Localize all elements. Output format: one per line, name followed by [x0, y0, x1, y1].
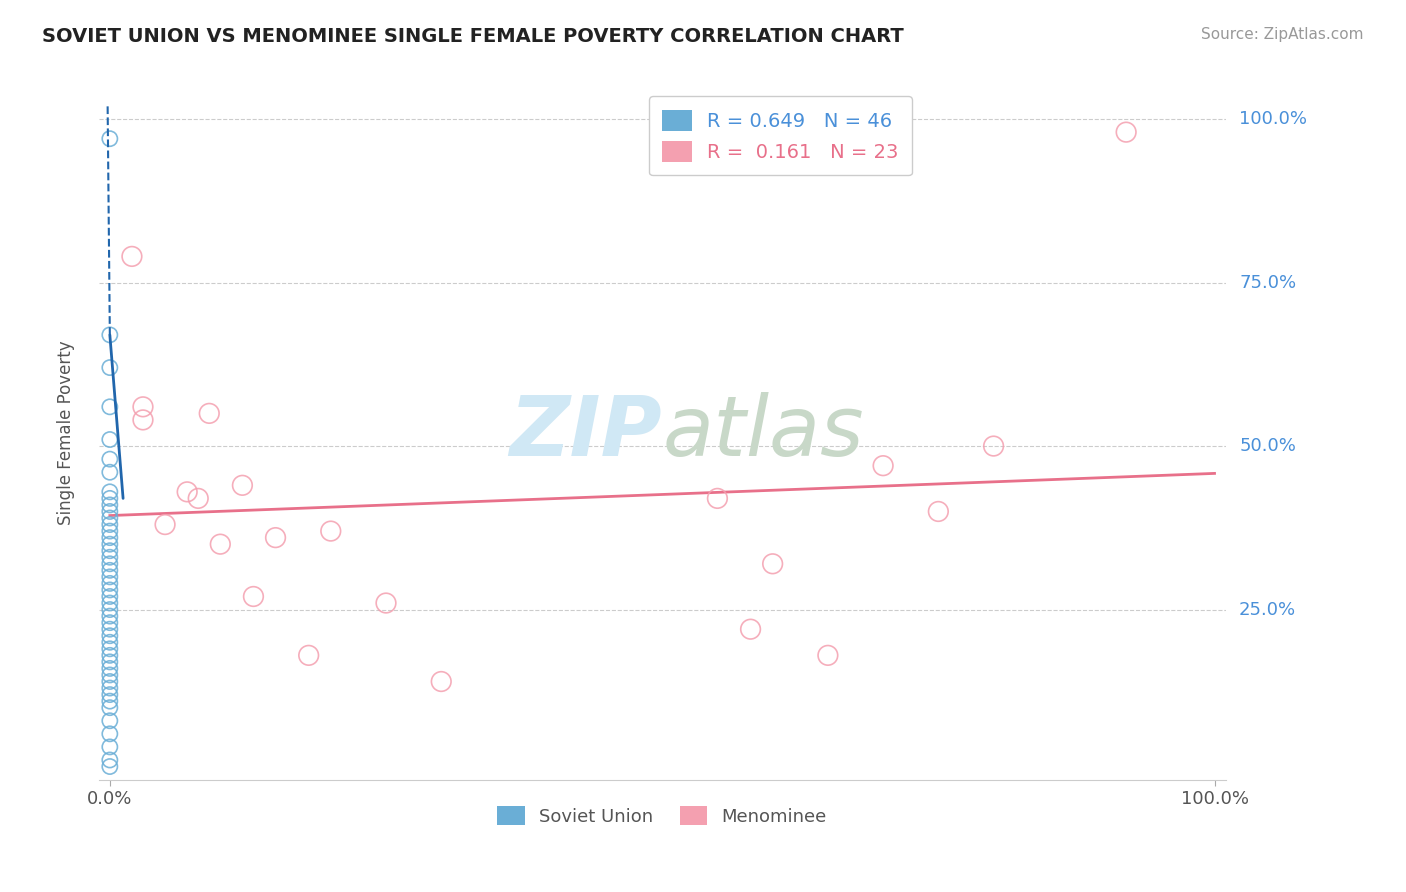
Text: 50.0%: 50.0% — [1239, 437, 1296, 455]
Point — [198, 406, 221, 420]
Point — [153, 517, 176, 532]
Point — [762, 557, 785, 571]
Point — [983, 439, 1005, 453]
Point — [98, 491, 121, 506]
Text: 75.0%: 75.0% — [1239, 274, 1296, 292]
Text: Source: ZipAtlas.com: Source: ZipAtlas.com — [1201, 27, 1364, 42]
Point — [98, 739, 121, 754]
Point — [98, 327, 121, 342]
Point — [98, 576, 121, 591]
Point — [319, 524, 342, 538]
Point — [740, 622, 762, 636]
Point — [121, 249, 143, 263]
Text: 100.0%: 100.0% — [1239, 110, 1308, 128]
Y-axis label: Single Female Poverty: Single Female Poverty — [58, 341, 75, 525]
Text: ZIP: ZIP — [509, 392, 662, 474]
Point — [98, 563, 121, 577]
Point — [132, 413, 155, 427]
Point — [98, 641, 121, 656]
Point — [98, 635, 121, 649]
Point — [98, 674, 121, 689]
Point — [98, 511, 121, 525]
Point — [98, 759, 121, 773]
Point — [927, 504, 949, 518]
Point — [98, 582, 121, 597]
Point — [98, 655, 121, 669]
Text: SOVIET UNION VS MENOMINEE SINGLE FEMALE POVERTY CORRELATION CHART: SOVIET UNION VS MENOMINEE SINGLE FEMALE … — [42, 27, 904, 45]
Point — [98, 681, 121, 695]
Point — [98, 557, 121, 571]
Point — [98, 700, 121, 714]
Legend: Soviet Union, Menominee: Soviet Union, Menominee — [491, 799, 834, 833]
Point — [132, 400, 155, 414]
Point — [98, 753, 121, 767]
Point — [98, 524, 121, 538]
Point — [98, 484, 121, 499]
Point — [430, 674, 453, 689]
Point — [98, 537, 121, 551]
Point — [98, 609, 121, 624]
Point — [375, 596, 398, 610]
Point — [242, 590, 264, 604]
Point — [98, 452, 121, 467]
Point — [98, 360, 121, 375]
Point — [98, 688, 121, 702]
Point — [98, 498, 121, 512]
Text: 25.0%: 25.0% — [1239, 600, 1296, 618]
Point — [706, 491, 728, 506]
Point — [98, 596, 121, 610]
Point — [98, 131, 121, 145]
Point — [98, 400, 121, 414]
Point — [231, 478, 253, 492]
Point — [98, 517, 121, 532]
Text: atlas: atlas — [662, 392, 863, 474]
Point — [817, 648, 839, 663]
Point — [176, 484, 198, 499]
Point — [98, 629, 121, 643]
Point — [264, 531, 287, 545]
Point — [98, 622, 121, 636]
Point — [187, 491, 209, 506]
Point — [98, 504, 121, 518]
Point — [98, 550, 121, 565]
Point — [98, 668, 121, 682]
Point — [872, 458, 894, 473]
Point — [98, 714, 121, 728]
Point — [98, 648, 121, 663]
Point — [98, 590, 121, 604]
Point — [98, 465, 121, 479]
Point — [98, 661, 121, 675]
Point — [98, 433, 121, 447]
Point — [98, 531, 121, 545]
Point — [98, 694, 121, 708]
Point — [98, 602, 121, 616]
Point — [98, 727, 121, 741]
Point — [98, 615, 121, 630]
Point — [209, 537, 232, 551]
Point — [98, 570, 121, 584]
Point — [1115, 125, 1137, 139]
Point — [298, 648, 321, 663]
Point — [98, 543, 121, 558]
